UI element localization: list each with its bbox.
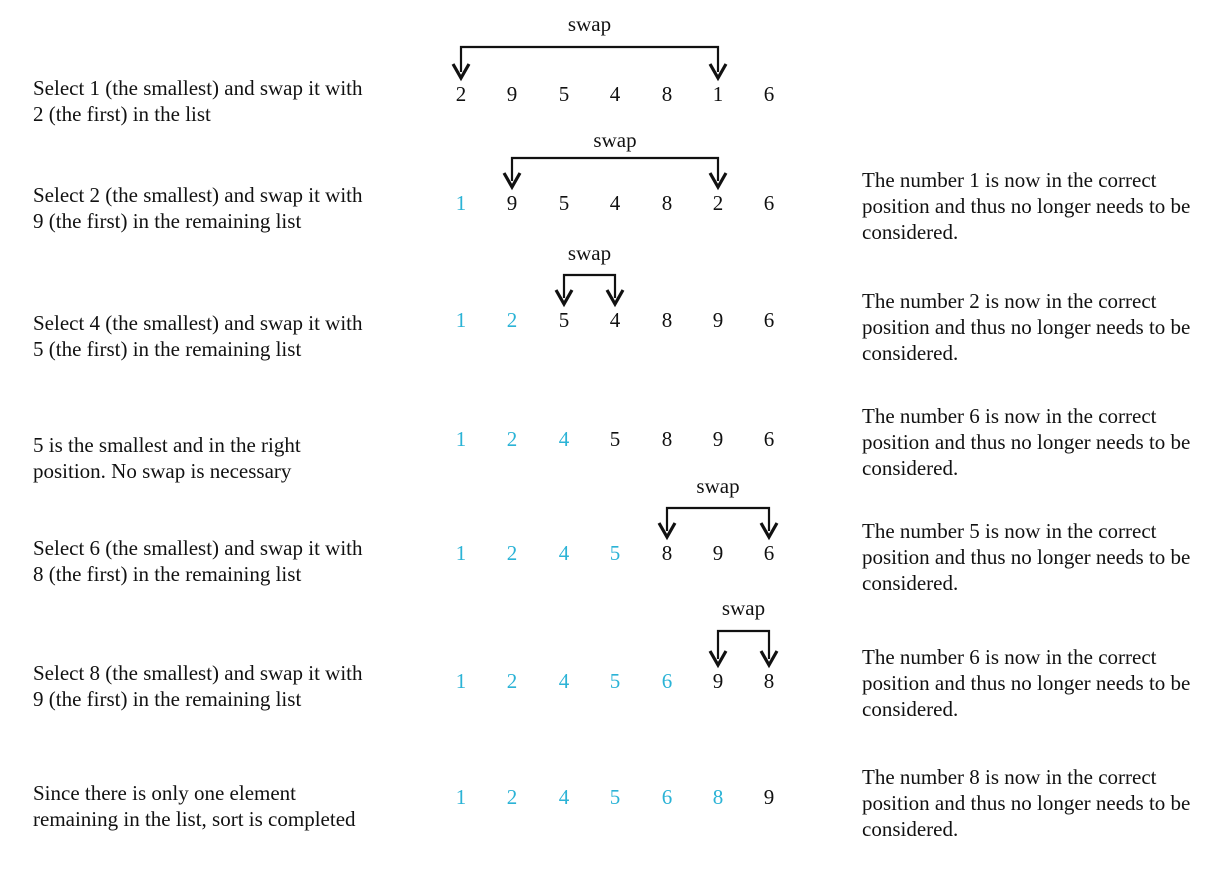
list-value: 8	[661, 82, 673, 106]
list-value: 9	[506, 191, 518, 215]
position-note: The number 1 is now in the correct posit…	[862, 168, 1191, 244]
sorted-value: 1	[455, 191, 467, 215]
position-note: The number 5 is now in the correct posit…	[862, 519, 1191, 595]
list-value: 8	[661, 308, 673, 332]
list-value: 4	[609, 191, 621, 215]
list-value: 5	[558, 191, 570, 215]
sorted-value: 4	[558, 541, 570, 565]
list-value: 9	[506, 82, 518, 106]
position-note: The number 6 is now in the correct posit…	[862, 645, 1191, 721]
list-value: 9	[712, 669, 724, 693]
swap-arrow	[554, 273, 625, 308]
sorted-value: 5	[609, 785, 621, 809]
step-description: Select 4 (the smallest) and swap it with…	[33, 311, 363, 361]
list-value: 9	[763, 785, 775, 809]
list-value: 5	[609, 427, 621, 451]
sorted-value: 6	[661, 669, 673, 693]
list-value: 4	[609, 82, 621, 106]
list-value: 1	[712, 82, 724, 106]
swap-label: swap	[593, 128, 637, 152]
list-value: 6	[763, 541, 775, 565]
arrow-down-icon	[708, 172, 728, 191]
arrow-down-icon	[554, 289, 574, 308]
swap-bracket	[459, 45, 720, 72]
swap-label: swap	[721, 596, 766, 620]
list-value: 6	[763, 427, 775, 451]
arrow-down-icon	[605, 289, 625, 308]
sorted-value: 4	[558, 669, 570, 693]
list-value: 8	[661, 541, 673, 565]
sorted-value: 4	[558, 785, 570, 809]
sorted-value: 8	[712, 785, 724, 809]
swap-bracket	[665, 506, 771, 531]
step-description: Select 6 (the smallest) and swap it with…	[33, 536, 363, 586]
swap-arrow	[502, 156, 728, 191]
position-note: The number 2 is now in the correct posit…	[862, 289, 1191, 365]
position-note: The number 8 is now in the correct posit…	[862, 765, 1191, 841]
list-value: 9	[712, 541, 724, 565]
arrow-down-icon	[657, 522, 677, 541]
sorted-value: 4	[558, 427, 570, 451]
step-description: Select 2 (the smallest) and swap it with…	[33, 183, 363, 233]
sorted-value: 1	[455, 541, 467, 565]
sorted-value: 1	[455, 427, 467, 451]
sorted-value: 2	[506, 669, 518, 693]
swap-arrow	[451, 45, 728, 82]
sorted-value: 1	[455, 308, 467, 332]
list-value: 2	[455, 82, 467, 106]
list-value: 6	[763, 191, 775, 215]
swap-label: swap	[696, 474, 740, 498]
position-note: The number 6 is now in the correct posit…	[862, 404, 1191, 480]
sorted-value: 5	[609, 669, 621, 693]
swap-label: swap	[567, 12, 612, 36]
list-value: 6	[763, 308, 775, 332]
list-value: 5	[558, 308, 570, 332]
swap-bracket	[716, 629, 771, 659]
arrow-down-icon	[759, 650, 779, 669]
list-value: 8	[661, 191, 673, 215]
sorted-value: 6	[661, 785, 673, 809]
list-value: 8	[763, 669, 775, 693]
swap-arrow	[657, 506, 779, 541]
arrow-down-icon	[708, 650, 728, 669]
sorted-value: 1	[455, 669, 467, 693]
list-value: 9	[712, 308, 724, 332]
arrow-down-icon	[759, 522, 779, 541]
sorted-value: 5	[609, 541, 621, 565]
sorted-value: 2	[506, 785, 518, 809]
arrow-down-icon	[451, 63, 471, 82]
swap-bracket	[562, 273, 617, 298]
list-value: 2	[712, 191, 724, 215]
step-description: Select 1 (the smallest) and swap it with…	[33, 76, 363, 126]
sorted-value: 2	[506, 427, 518, 451]
list-value: 6	[763, 82, 775, 106]
arrow-down-icon	[502, 172, 522, 191]
list-value: 4	[609, 308, 621, 332]
swap-label: swap	[567, 241, 612, 265]
list-value: 8	[661, 427, 673, 451]
sorted-value: 2	[506, 541, 518, 565]
arrow-down-icon	[708, 63, 728, 82]
step-description: Select 8 (the smallest) and swap it with…	[33, 661, 363, 711]
sorted-value: 1	[455, 785, 467, 809]
step-description: Since there is only one element remainin…	[33, 781, 356, 831]
swap-arrow	[708, 629, 779, 669]
sorted-value: 2	[506, 308, 518, 332]
step-description: 5 is the smallest and in the right posit…	[33, 433, 301, 483]
swap-bracket	[510, 156, 720, 181]
list-value: 9	[712, 427, 724, 451]
list-value: 5	[558, 82, 570, 106]
